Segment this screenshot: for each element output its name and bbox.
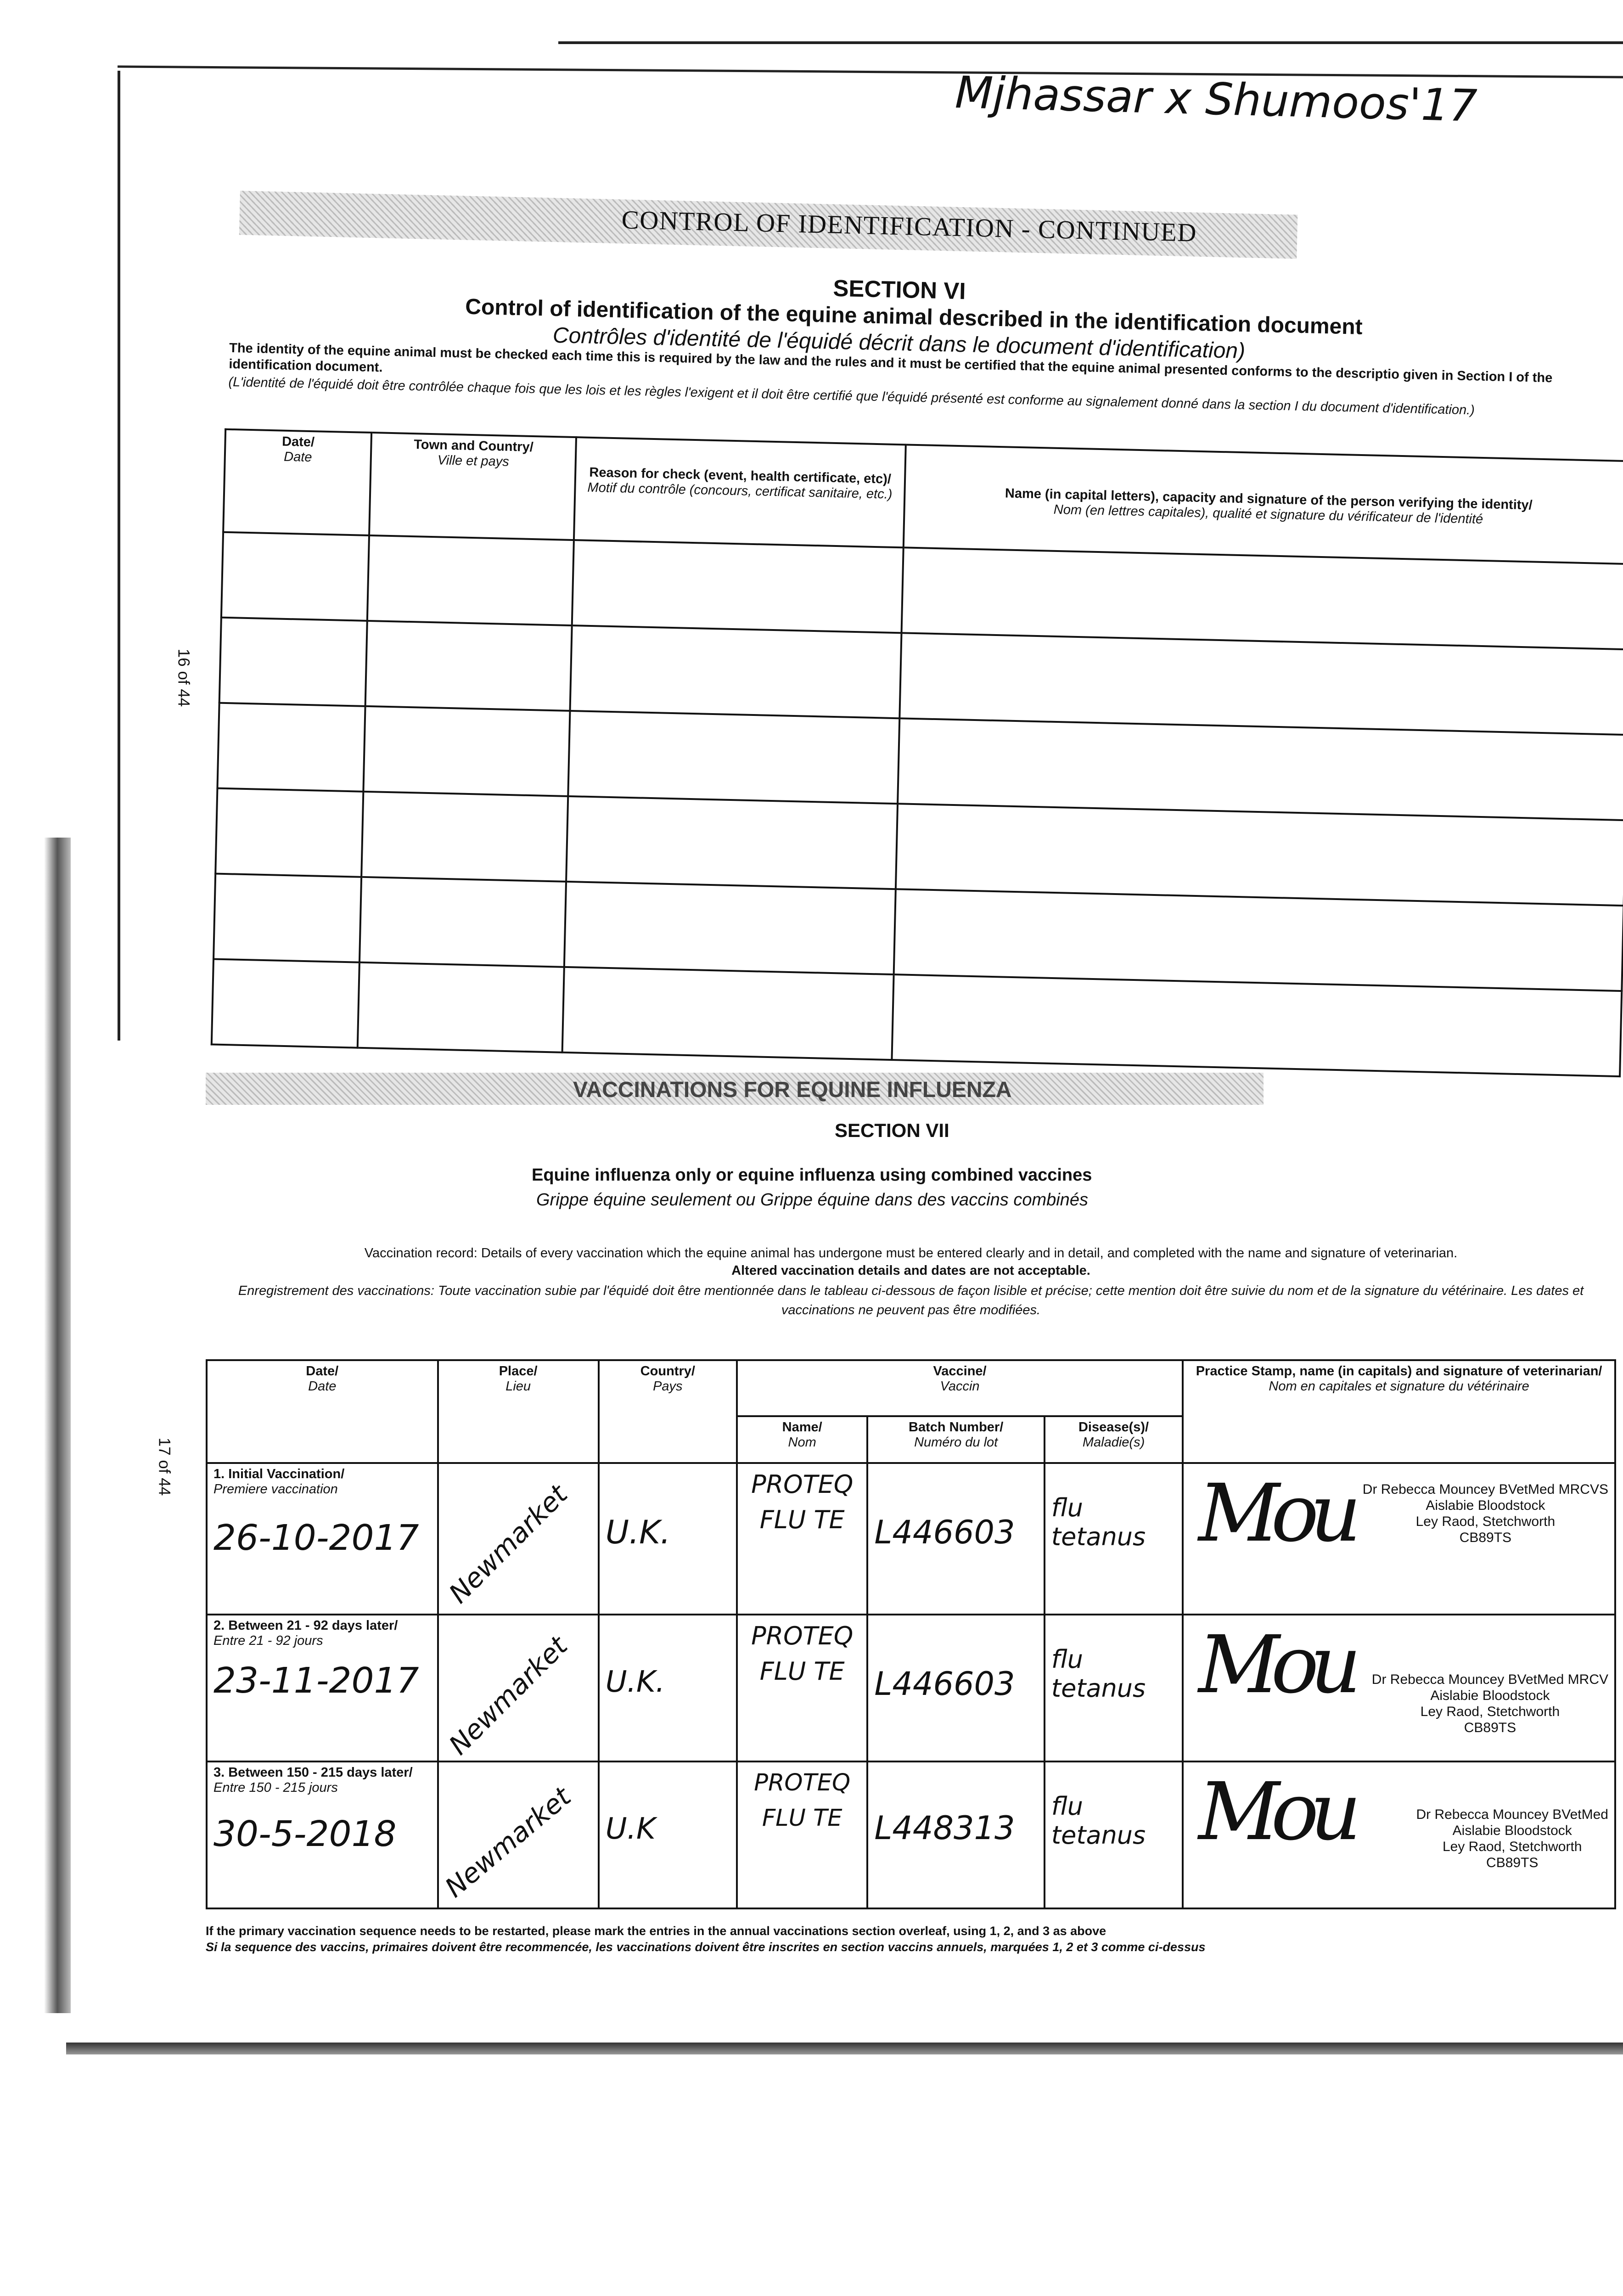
page-edge-top [558,41,1623,44]
page-number-16: 16 of 44 [174,648,193,707]
handwritten-disease: flu tetanus [1051,1792,1146,1850]
handwritten-batch: L446603 [874,1665,1015,1703]
section-vii-banner-title: VACCINATIONS FOR EQUINE INFLUENZA [573,1078,1012,1102]
stamp-cell: Mou Dr Rebecca Mouncey BVetMed MRCVS Aisla… [1182,1462,1616,1615]
vaccination-record-en: Vaccination record: Details of every vac… [206,1244,1616,1279]
handwritten-vaccine: PROTEQ FLU TE [751,1470,854,1534]
section-vi-page: CONTROL OF IDENTIFICATION - CONTINUED SE… [110,88,1623,1107]
place-cell: Newmarket [437,1462,600,1615]
handwritten-country: U.K. [605,1665,665,1699]
section-vii-banner [206,1073,1264,1105]
practice-stamp: Dr Rebecca Mouncey BVetMed MRCV Aislabie … [1371,1672,1608,1735]
col-date: Date/Date [223,429,372,535]
handwritten-vaccine: PROTEQ FLU TE [754,1769,851,1832]
vaccine-name-cell: PROTEQ FLU TE [736,1614,869,1762]
section-vii-heading: SECTION VII [835,1120,949,1141]
vaccination-table: Date/Date Place/Lieu Country/Pays Vaccin… [206,1359,1616,1909]
record-text: Vaccination record: Details of every vac… [364,1246,1458,1261]
disease-cell: flu tetanus [1043,1614,1184,1762]
handwritten-batch: L446603 [874,1514,1015,1551]
vaccination-row-3: 3. Between 150 - 215 days later/Entre 15… [206,1761,1616,1909]
disease-cell: flu tetanus [1043,1462,1184,1615]
col-vaccine-name: Name/Nom [736,1415,869,1464]
handwritten-place: Newmarket [443,1630,573,1761]
col-town-country: Town and Country/Ville et pays [369,433,577,540]
handwritten-date: 23-11-2017 [213,1660,419,1701]
section-vii-title-fr: Grippe équine seulement ou Grippe équine… [536,1190,1088,1210]
vaccination-row-1: 1. Initial Vaccination/Premiere vaccinat… [206,1462,1616,1615]
col-disease: Disease(s)/Maladie(s) [1043,1415,1184,1464]
practice-stamp: Dr Rebecca Mouncey BVetMed MRCVS Aislabie… [1362,1482,1608,1545]
handwritten-date: 30-5-2018 [213,1814,397,1855]
vaccination-row-2: 2. Between 21 - 92 days later/Entre 21 -… [206,1614,1616,1762]
practice-stamp: Dr Rebecca Mouncey BVetMed Aislabie Blood… [1416,1807,1608,1870]
country-cell: U.K [597,1761,738,1909]
page-number-17: 17 of 44 [155,1437,174,1496]
handwritten-country: U.K. [605,1514,671,1551]
stamp-cell: Mou Dr Rebecca Mouncey BVetMed Aislabie Bl… [1182,1761,1616,1909]
page-edge-left [118,71,120,1041]
handwritten-place: Newmarket [443,1479,573,1609]
handwritten-place: Newmarket [438,1781,577,1904]
section-vi-heading: SECTION VI [832,275,966,304]
veterinarian-signature: Mou [1198,1618,1361,1711]
footnote-fr: Si la sequence des vaccins, primaires do… [206,1940,1206,1954]
country-cell: U.K. [597,1614,738,1762]
record-text-2: Altered vaccination details and dates ar… [731,1263,1090,1278]
batch-cell: L448313 [866,1761,1045,1909]
col-date: Date/Date [206,1359,439,1464]
place-cell: Newmarket [437,1761,600,1909]
handwritten-disease: flu tetanus [1051,1493,1146,1551]
section-vii-title-en: Equine influenza only or equine influenz… [532,1165,1092,1185]
batch-cell: L446603 [866,1462,1045,1615]
col-stamp: Practice Stamp, name (in capitals) and s… [1182,1359,1616,1464]
stamp-cell: Mou Dr Rebecca Mouncey BVetMed MRCV Aislab… [1182,1614,1616,1762]
col-place: Place/Lieu [437,1359,600,1464]
veterinarian-signature: Mou [1198,1765,1361,1858]
identity-check-table: Date/Date Town and Country/Ville et pays… [211,428,1623,1077]
handwritten-batch: L448313 [874,1809,1015,1847]
col-batch: Batch Number/Numéro du lot [866,1415,1045,1464]
col-vaccine: Vaccine/Vaccin [736,1359,1184,1417]
date-cell: 3. Between 150 - 215 days later/Entre 15… [206,1761,439,1909]
date-cell: 1. Initial Vaccination/Premiere vaccinat… [206,1462,439,1615]
handwritten-date: 26-10-2017 [213,1518,419,1559]
disease-cell: flu tetanus [1043,1761,1184,1909]
page-edge-top-2 [118,65,1623,79]
handwritten-vaccine: PROTEQ FLU TE [751,1621,854,1686]
col-verifier: Name (in capital letters), capacity and … [903,445,1623,564]
place-cell: Newmarket [437,1614,600,1762]
handwritten-country: U.K [605,1812,656,1846]
vaccination-record-fr: Enregistrement des vaccinations: Toute v… [238,1283,1584,1317]
binding-edge [44,838,71,2013]
vaccine-name-cell: PROTEQ FLU TE [736,1761,869,1909]
batch-cell: L446603 [866,1614,1045,1762]
handwritten-disease: flu tetanus [1051,1645,1146,1703]
country-cell: U.K. [597,1462,738,1615]
veterinarian-signature: Mou [1198,1467,1361,1559]
date-cell: 2. Between 21 - 92 days later/Entre 21 -… [206,1614,439,1762]
col-reason: Reason for check (event, health certific… [573,437,906,548]
vaccine-name-cell: PROTEQ FLU TE [736,1462,869,1615]
page-edge-bottom [66,2043,1623,2054]
col-country: Country/Pays [597,1359,738,1464]
footnote-en: If the primary vaccination sequence need… [206,1924,1106,1938]
